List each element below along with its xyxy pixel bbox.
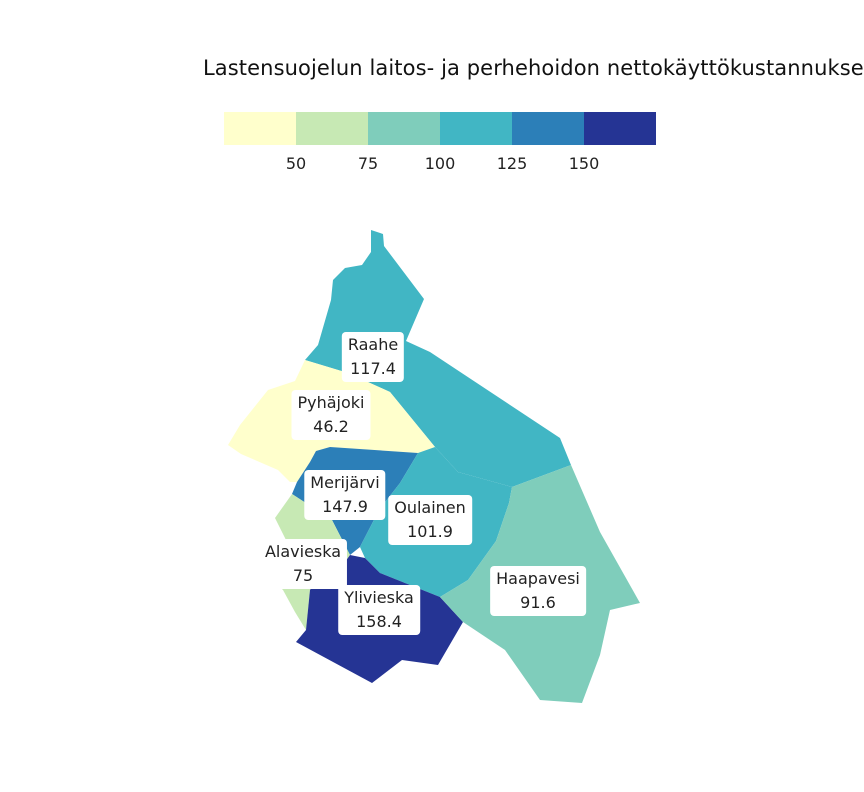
regions-layer: [228, 230, 640, 703]
region-value: 158.4: [356, 612, 402, 631]
region-label-ylivieska: Ylivieska 158.4: [338, 585, 420, 635]
region-value: 117.4: [350, 359, 396, 378]
region-value: 91.6: [520, 593, 556, 612]
legend-swatch: [368, 112, 440, 145]
map-title: Lastensuojelun laitos- ja perhehoidon ne…: [203, 56, 864, 80]
region-name: Ylivieska: [344, 588, 414, 607]
region-label-raahe: Raahe 117.4: [341, 332, 405, 382]
legend-tick-label: 75: [357, 154, 379, 173]
color-legend: [224, 112, 656, 145]
legend-swatch: [296, 112, 368, 145]
region-name: Pyhäjoki: [297, 393, 365, 412]
legend-swatch: [224, 112, 296, 145]
region-value: 147.9: [322, 497, 368, 516]
region-value: 75: [292, 566, 314, 585]
legend-tick-label: 100: [424, 154, 456, 173]
legend-swatch: [512, 112, 584, 145]
region-label-alavieska: Alavieska 75: [258, 539, 348, 589]
region-name: Raahe: [347, 335, 399, 354]
region-name: Merijärvi: [310, 473, 380, 492]
region-label-merijarvi: Merijärvi 147.9: [304, 470, 386, 520]
region-label-oulainen: Oulainen 101.9: [388, 495, 472, 545]
region-raahe[interactable]: [305, 230, 571, 487]
legend-tick-label: 125: [496, 154, 528, 173]
region-value: 46.2: [313, 417, 349, 436]
legend-swatch: [440, 112, 512, 145]
region-value: 101.9: [407, 522, 453, 541]
region-name: Alavieska: [264, 542, 342, 561]
region-alavieska-south[interactable]: [283, 590, 310, 630]
region-name: Oulainen: [394, 498, 466, 517]
legend-tick-label: 150: [568, 154, 600, 173]
legend-tick-label: 50: [285, 154, 307, 173]
region-name: Haapavesi: [496, 569, 580, 588]
region-label-haapavesi: Haapavesi 91.6: [490, 566, 586, 616]
legend-swatch: [584, 112, 656, 145]
region-label-pyhajoki: Pyhäjoki 46.2: [291, 390, 371, 440]
